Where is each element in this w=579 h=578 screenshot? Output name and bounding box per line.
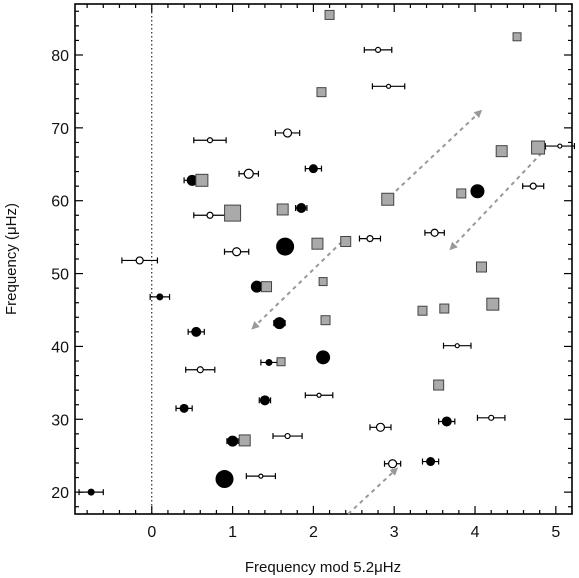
x-axis-title: Frequency mod 5.2μHz xyxy=(245,559,401,576)
square-point xyxy=(311,237,324,250)
open-circle-point xyxy=(316,392,322,398)
x-tick-label: 4 xyxy=(471,524,480,541)
filled-circle-point xyxy=(259,395,270,406)
y-tick-label: 30 xyxy=(51,412,69,429)
open-circle-point xyxy=(258,473,264,479)
open-circle-point xyxy=(135,256,144,265)
filled-circle-point xyxy=(227,435,239,447)
y-axis-title: Frequency (μHz) xyxy=(3,203,20,315)
square-point xyxy=(381,192,395,206)
square-point xyxy=(276,203,289,216)
square-point xyxy=(316,87,327,98)
open-circle-point xyxy=(557,143,563,149)
filled-circle-point xyxy=(316,350,331,365)
filled-circle-point xyxy=(156,293,164,301)
open-circle-point xyxy=(232,247,242,257)
filled-circle-point xyxy=(250,280,263,293)
square-point xyxy=(238,434,251,447)
y-tick-label: 80 xyxy=(51,48,69,65)
square-point xyxy=(340,236,352,248)
filled-circle-point xyxy=(441,416,452,427)
open-circle-point xyxy=(529,182,537,190)
tick-labels: 0 1 2 3 4 5 20 30 40 50 60 70 80 xyxy=(51,48,560,541)
filled-circle-point xyxy=(179,403,189,413)
square-point xyxy=(512,32,522,42)
square-point xyxy=(324,9,335,20)
open-circle-point xyxy=(387,459,398,469)
open-circle-point xyxy=(206,211,214,219)
square-point xyxy=(531,140,546,155)
square-point xyxy=(495,145,508,158)
annotation-arrow xyxy=(251,234,349,330)
filled-circle-point xyxy=(265,358,273,366)
annotation-arrow xyxy=(449,147,547,251)
filled-circle-point xyxy=(308,164,318,174)
open-circle-point xyxy=(282,128,293,138)
x-tick-label: 0 xyxy=(147,524,156,541)
filled-circle-point xyxy=(273,317,286,330)
y-tick-label: 40 xyxy=(51,339,69,356)
open-circle-point xyxy=(196,366,204,374)
square-point xyxy=(195,173,209,187)
square-point xyxy=(486,297,500,311)
square-point xyxy=(417,305,428,316)
annotation-arrows xyxy=(251,109,547,515)
axis-ticks xyxy=(75,4,573,514)
open-circle-point xyxy=(375,422,386,432)
x-tick-label: 1 xyxy=(228,524,237,541)
open-circle-point xyxy=(488,414,495,421)
open-circle-point xyxy=(454,343,460,349)
open-circle-point xyxy=(374,46,382,54)
x-tick-label: 2 xyxy=(309,524,318,541)
square-point xyxy=(261,281,273,293)
open-circle-point xyxy=(284,432,291,440)
open-circle-point xyxy=(243,168,254,179)
square-point xyxy=(475,261,487,273)
y-tick-label: 50 xyxy=(51,267,69,284)
filled-circle-point xyxy=(276,237,295,256)
filled-circle-point xyxy=(470,184,485,199)
data-points xyxy=(78,9,576,496)
open-circle-point xyxy=(366,235,374,243)
open-circle-point xyxy=(430,228,439,237)
square-point xyxy=(439,303,450,314)
square-point xyxy=(320,315,331,326)
open-circle-point xyxy=(385,83,392,89)
filled-circle-point xyxy=(426,457,436,467)
filled-circle-point xyxy=(186,174,198,186)
y-tick-label: 70 xyxy=(51,121,69,138)
x-tick-label: 5 xyxy=(551,524,560,541)
square-point xyxy=(318,277,328,287)
y-tick-label: 20 xyxy=(51,485,69,502)
square-point xyxy=(224,204,242,222)
annotation-arrow xyxy=(389,109,483,198)
filled-circle-point xyxy=(296,203,307,213)
open-circle-point xyxy=(206,137,214,144)
x-tick-label: 3 xyxy=(390,524,399,541)
y-tick-label: 60 xyxy=(51,194,69,211)
square-point xyxy=(433,379,445,391)
filled-circle-point xyxy=(215,470,234,489)
annotation-arrow xyxy=(347,467,399,515)
square-point xyxy=(276,357,286,367)
filled-circle-point xyxy=(191,326,202,337)
filled-circle-point xyxy=(87,488,95,496)
square-point xyxy=(456,188,467,199)
